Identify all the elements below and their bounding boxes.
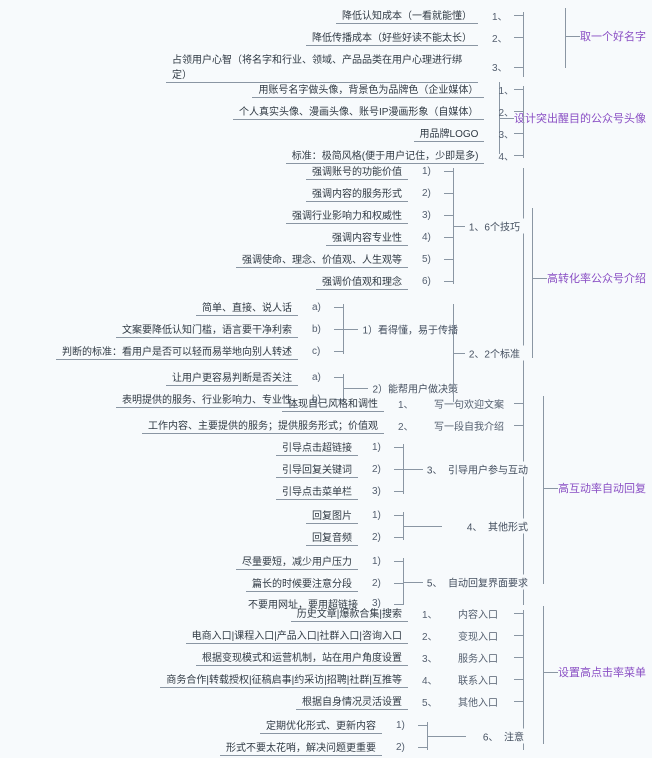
item-text: 用账号名字做头像，背景色为品牌色（企业媒体） xyxy=(252,80,484,98)
list-item: 简单、直接、说人话 a) xyxy=(56,296,344,318)
sec1-block: 降低认知成本（一看就能懂）1、 降低传播成本（好些好读不能太长）2、 占领用户心… xyxy=(166,4,524,85)
item-num: 2) xyxy=(422,188,444,199)
item-text: 个人真实头像、漫画头像、账号IP漫画形象（自媒体） xyxy=(233,102,484,120)
list-item: 尽量要短，减少用户压力1) xyxy=(142,550,404,572)
list-item: 根据变现模式和运营机制，站在用户角度设置3、服务入口 xyxy=(160,646,524,668)
list-item: 用品牌LOGO 3、 xyxy=(233,122,524,144)
sub-label: 3、 引导用户参与互动 xyxy=(423,462,532,477)
item-num: 4) xyxy=(422,232,444,243)
item-text: 判断的标准：看用户是否可以轻而易举地向别人转述 xyxy=(56,342,298,360)
item-text: 强调账号的功能价值 xyxy=(306,162,408,180)
item-text: 强调内容的服务形式 xyxy=(306,184,408,202)
category-name: 取一个好名字 xyxy=(580,26,646,46)
item-text: 体现自己风格和调性 xyxy=(282,394,384,412)
item-text: 强调价值观和理念 xyxy=(316,272,408,290)
list-item: 体现自己风格和调性 1、 写一句欢迎文案 xyxy=(142,392,524,414)
category-avatar: 设计突出醒目的公众号头像 xyxy=(514,108,646,128)
item-num: a) xyxy=(312,302,334,313)
list-item: 商务合作|转载授权|征稿启事|约采访|招聘|社群|互推等4、联系入口 xyxy=(160,668,524,690)
sub-label: 5、 自动回复界面要求 xyxy=(423,574,532,589)
item-num: 3、 xyxy=(492,59,514,74)
list-item: 回复图片1) xyxy=(142,504,404,526)
item-text: 降低认知成本（一看就能懂） xyxy=(336,6,478,24)
sub-label: 1、6个技巧 xyxy=(465,219,524,234)
list-item: 文案要降低认知门槛，语言要干净利索 b) xyxy=(56,318,344,340)
sec4-block: 体现自己风格和调性 1、 写一句欢迎文案 工作内容、主要提供的服务；提供服务形式… xyxy=(142,392,524,613)
item-text: 简单、直接、说人话 xyxy=(196,298,298,316)
list-item: 篇长的时候要注意分段2) xyxy=(142,572,404,594)
item-text: 强调行业影响力和权威性 xyxy=(286,206,408,224)
sec5-block: 历史文章|爆款合集|搜索1、内容入口 电商入口|课程入口|产品入口|社群入口|咨… xyxy=(160,602,524,758)
sec4-g3: 3、 引导用户参与互动 引导点击超链接1) 引导回复关键词2) 引导点击菜单栏3… xyxy=(142,436,404,502)
sub-label: 6、 注意 xyxy=(479,729,528,744)
item-num: 1、 xyxy=(492,8,514,23)
item-text: 用品牌LOGO xyxy=(414,124,485,142)
list-item: 判断的标准：看用户是否可以轻而易举地向别人转述 c) xyxy=(56,340,344,362)
list-item: 电商入口|课程入口|产品入口|社群入口|咨询入口2、变现入口 xyxy=(160,624,524,646)
item-num: 5) xyxy=(422,254,444,265)
item-text: 工作内容、主要提供的服务；提供服务形式；价值观 xyxy=(142,416,384,434)
list-item: 强调行业影响力和权威性 3) xyxy=(56,204,454,226)
item-text: 降低传播成本（好些好读不能太长） xyxy=(306,28,478,46)
list-item: 用账号名字做头像，背景色为品牌色（企业媒体） 1、 xyxy=(233,78,524,100)
item-num: 1、 xyxy=(498,82,514,97)
item-text: 强调内容专业性 xyxy=(326,228,408,246)
deep-label: 1）看得懂，易于传播 xyxy=(358,322,462,337)
category-autoreply: 高互动率自动回复 xyxy=(558,478,646,498)
list-item: 降低传播成本（好些好读不能太长） 2、 xyxy=(166,26,524,48)
list-item: 引导点击超链接1) xyxy=(142,436,404,458)
category-intro: 高转化率公众号介绍 xyxy=(547,268,646,288)
list-item: 让用户更容易判断是否关注 a) xyxy=(56,366,344,388)
sec3-g1: 1、6个技巧 强调账号的功能价值1) 强调内容的服务形式2) 强调行业影响力和权… xyxy=(56,160,454,292)
sub-label: 2、2个标准 xyxy=(465,346,524,361)
list-item: 根据自身情况灵活设置5、其他入口 xyxy=(160,690,524,712)
item-num: a) xyxy=(312,372,334,383)
list-item: 强调内容的服务形式 2) xyxy=(56,182,454,204)
list-item: 回复音频2) xyxy=(142,526,404,548)
item-num: 2、 xyxy=(492,30,514,45)
item-label: 写一段自我介绍 xyxy=(434,418,514,433)
list-item: 强调账号的功能价值 1) xyxy=(56,160,454,182)
category-menu: 设置高点击率菜单 xyxy=(558,662,646,682)
list-item: 强调价值观和理念 6) xyxy=(56,270,454,292)
sec3-block: 1、6个技巧 强调账号的功能价值 1) 强调内容的服务形式 2) 强调行业影响力和权… xyxy=(56,160,524,410)
item-text: 强调使命、理念、价值观、人生观等 xyxy=(236,250,408,268)
item-num: b) xyxy=(312,324,334,335)
list-item: 强调内容专业性 4) xyxy=(56,226,454,248)
list-item: 定期优化形式、更新内容1) xyxy=(160,714,428,736)
item-text: 让用户更容易判断是否关注 xyxy=(166,368,298,386)
item-num: 3、 xyxy=(498,126,514,141)
item-num: 3) xyxy=(422,210,444,221)
item-num: 1、 xyxy=(398,396,420,411)
item-num: 2、 xyxy=(398,418,420,433)
item-num: 6) xyxy=(422,276,444,287)
sec5-g6: 6、 注意 定期优化形式、更新内容1) 形式不要太花哨，解决问题更重要2) xyxy=(160,714,428,758)
list-item: 个人真实头像、漫画头像、账号IP漫画形象（自媒体） 2、 xyxy=(233,100,524,122)
list-item: 形式不要太花哨，解决问题更重要2) xyxy=(160,736,428,758)
item-num: 1) xyxy=(422,166,444,177)
list-item: 工作内容、主要提供的服务；提供服务形式；价值观 2、 写一段自我介绍 xyxy=(142,414,524,436)
list-item: 强调使命、理念、价值观、人生观等 5) xyxy=(56,248,454,270)
sec2-block: 用账号名字做头像，背景色为品牌色（企业媒体） 1、 个人真实头像、漫画头像、账号I… xyxy=(233,78,524,166)
sec4-g4: 4、 其他形式 回复图片1) 回复音频2) xyxy=(142,504,404,548)
list-item: 引导回复关键词2) xyxy=(142,458,404,480)
list-item: 历史文章|爆款合集|搜索1、内容入口 xyxy=(160,602,524,624)
item-num: 2、 xyxy=(498,104,514,119)
sec3-g2-s1: 1）看得懂，易于传播 简单、直接、说人话a) 文案要降低认知门槛，语言要干净利索… xyxy=(56,296,344,362)
item-text: 文案要降低认知门槛，语言要干净利索 xyxy=(116,320,298,338)
list-item: 降低认知成本（一看就能懂） 1、 xyxy=(166,4,524,26)
list-item: 引导点击菜单栏3) xyxy=(142,480,404,502)
item-num: c) xyxy=(312,346,334,357)
item-label: 写一句欢迎文案 xyxy=(434,396,514,411)
sub-label: 4、 其他形式 xyxy=(463,519,532,534)
